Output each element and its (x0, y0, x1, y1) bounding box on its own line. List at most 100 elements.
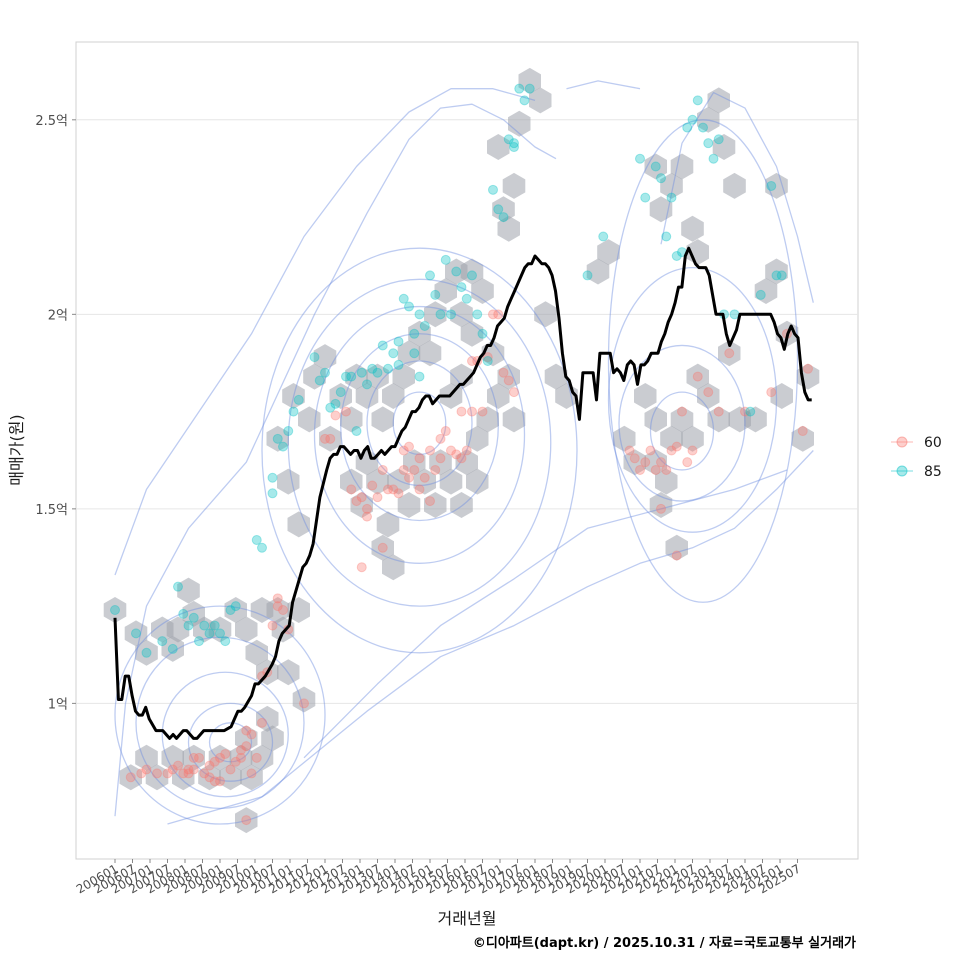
point-85 (467, 270, 477, 281)
point-85 (388, 348, 399, 359)
point-60 (183, 768, 194, 779)
point-60 (414, 484, 425, 495)
point-60 (446, 445, 456, 456)
point-85 (404, 301, 414, 312)
hex-bin (644, 449, 667, 476)
hex-bin (597, 239, 620, 266)
point-85 (293, 394, 304, 405)
point-60 (194, 752, 204, 763)
point-85 (745, 406, 756, 417)
hex-bin (235, 807, 258, 834)
hex-bin (466, 425, 489, 452)
hex-bin (686, 363, 709, 390)
point-85 (367, 363, 378, 374)
point-60 (325, 433, 336, 444)
hex-bin (219, 764, 242, 791)
point-85 (488, 184, 498, 195)
hex-bin (765, 258, 788, 285)
hex-bin (256, 705, 279, 732)
hex-bin (340, 468, 363, 495)
point-60 (246, 768, 257, 779)
point-85 (283, 426, 294, 437)
point-60 (440, 426, 451, 437)
hex-bin (649, 196, 673, 223)
point-60 (246, 729, 257, 740)
point-85 (430, 289, 441, 300)
hex-bin (319, 425, 342, 452)
hex-bin (103, 597, 127, 623)
point-60 (372, 492, 383, 503)
point-60 (724, 348, 735, 359)
point-60 (362, 511, 372, 522)
point-85 (272, 433, 283, 444)
hex-bin (655, 468, 678, 495)
point-85 (524, 83, 535, 94)
point-60 (125, 772, 136, 783)
point-60 (299, 698, 309, 709)
density-contour-outer (660, 91, 814, 303)
point-60 (803, 363, 813, 374)
density-contour-outer (566, 80, 641, 90)
point-85 (220, 636, 231, 647)
point-85 (188, 612, 199, 623)
point-60 (677, 406, 687, 417)
hex-bin (266, 425, 289, 452)
point-85 (755, 289, 766, 300)
hex-bin (613, 425, 636, 452)
hex-bin (508, 110, 531, 137)
point-85 (110, 605, 120, 616)
hex-bin (502, 172, 526, 199)
hex-bin (660, 425, 683, 452)
point-60 (671, 550, 682, 561)
hex-bin (424, 301, 447, 328)
point-85 (687, 114, 698, 125)
point-60 (740, 406, 750, 417)
hex-bin (460, 258, 484, 285)
point-60 (199, 768, 210, 779)
hex-bin (382, 383, 405, 409)
hex-bin (707, 87, 730, 114)
point-85 (341, 371, 351, 382)
point-85 (708, 153, 719, 164)
hex-bin (660, 172, 683, 199)
point-85 (666, 192, 677, 203)
density-contour (392, 391, 447, 456)
point-85 (393, 359, 404, 370)
hex-bin (408, 320, 431, 347)
hex-bin (487, 134, 510, 160)
y-axis-title: 매매가(원) (7, 414, 26, 485)
point-85 (635, 153, 645, 164)
hex-bin (303, 363, 326, 390)
point-85 (509, 142, 519, 153)
density-contour (114, 605, 326, 825)
point-85 (498, 212, 509, 223)
hex-bin (518, 67, 541, 94)
point-85 (425, 270, 435, 281)
point-85 (335, 387, 346, 398)
hex-bin (439, 468, 463, 495)
hex-bin (697, 106, 720, 133)
point-60 (467, 356, 477, 367)
hex-bin (166, 616, 190, 643)
hex-bin (287, 511, 310, 538)
hex-bin (208, 744, 232, 771)
hex-bin (329, 383, 352, 409)
point-85 (692, 95, 703, 106)
hex-bin (224, 597, 247, 623)
median-price-line (113, 246, 812, 740)
hex-bin (429, 449, 452, 476)
point-85 (383, 363, 393, 374)
point-60 (797, 426, 808, 437)
point-85 (598, 231, 609, 242)
point-60 (167, 764, 178, 775)
hex-bin (277, 468, 300, 495)
point-85 (482, 356, 493, 367)
x-axis-title: 거래년월 (438, 909, 497, 928)
point-85 (351, 426, 362, 437)
point-60 (661, 464, 672, 475)
hex-bin (649, 492, 673, 518)
point-60 (488, 309, 498, 320)
point-60 (225, 764, 236, 775)
point-85 (519, 95, 530, 106)
